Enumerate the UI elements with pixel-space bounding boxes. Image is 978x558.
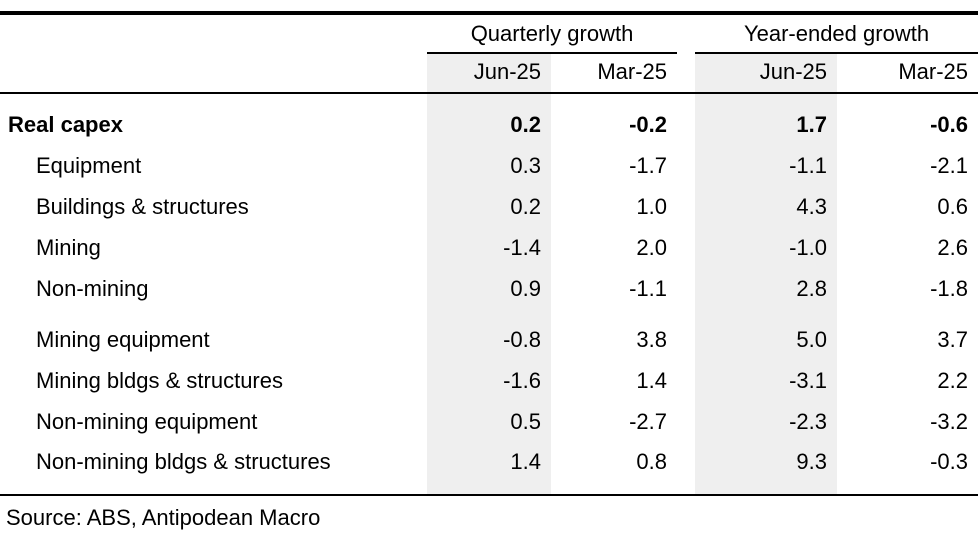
row-label: Non-mining bldgs & structures — [0, 442, 427, 496]
group-header-row: Quarterly growth Year-ended growth — [0, 13, 978, 54]
group-header-quarterly: Quarterly growth — [427, 13, 677, 54]
cell-value: 2.0 — [636, 234, 667, 260]
cell-value: -0.8 — [427, 309, 551, 360]
row-label: Mining equipment — [36, 326, 210, 352]
cell-value: -1.1 — [695, 145, 837, 186]
cell-value: 0.6 — [937, 193, 969, 219]
cell-value: 1.7 — [695, 93, 837, 145]
cell-value: 4.3 — [695, 186, 837, 227]
gap-cell — [677, 360, 695, 401]
source-note: Source: ABS, Antipodean Macro — [6, 505, 321, 530]
cell-value: 0.2 — [427, 93, 551, 145]
gap-cell — [677, 442, 695, 496]
row-label: Non-mining — [36, 275, 149, 301]
table-row-non-mining: Non-mining 0.9 -1.1 2.8 -1.8 — [0, 268, 978, 309]
row-label: Mining — [36, 234, 101, 260]
table-row-real-capex: Real capex 0.2 -0.2 1.7 -0.6 — [0, 93, 978, 145]
cell-value: -1.6 — [427, 360, 551, 401]
cell-value: -1.0 — [695, 227, 837, 268]
cell-value: -2.7 — [629, 408, 667, 434]
table-row-non-mining-bldgs-structures: Non-mining bldgs & structures 1.4 0.8 9.… — [0, 442, 978, 496]
corner-cell — [0, 53, 427, 94]
cell-value: 5.0 — [695, 309, 837, 360]
cell-value: -0.2 — [629, 111, 667, 137]
cell-value: -1.8 — [930, 275, 969, 301]
gap-cell — [677, 145, 695, 186]
cell-value: 3.8 — [636, 326, 667, 352]
table-row-non-mining-equipment: Non-mining equipment 0.5 -2.7 -2.3 -3.2 — [0, 401, 978, 442]
group-header-year-ended: Year-ended growth — [695, 13, 978, 54]
cell-value: -0.6 — [930, 111, 969, 137]
gap-cell — [677, 186, 695, 227]
gap-cell — [677, 401, 695, 442]
cell-value: 9.3 — [695, 442, 837, 496]
cell-value: 0.2 — [427, 186, 551, 227]
row-label: Buildings & structures — [36, 193, 249, 219]
row-label: Equipment — [36, 152, 142, 178]
gap-cell — [677, 309, 695, 360]
corner-cell — [0, 13, 427, 53]
cell-value: 0.9 — [427, 268, 551, 309]
table-row-mining: Mining -1.4 2.0 -1.0 2.6 — [0, 227, 978, 268]
row-label: Non-mining equipment — [36, 408, 258, 434]
row-label: Mining bldgs & structures — [36, 367, 283, 393]
gap-cell — [677, 93, 695, 145]
capex-growth-table-page: Quarterly growth Year-ended growth Jun-2… — [0, 11, 978, 558]
subheader-row: Jun-25 Mar-25 Jun-25 Mar-25 — [0, 53, 978, 94]
cell-value: -2.3 — [695, 401, 837, 442]
cell-value: -3.1 — [695, 360, 837, 401]
column-header-year-ended-mar25: Mar-25 — [837, 53, 978, 94]
gap-cell — [677, 227, 695, 268]
gap-cell — [677, 13, 695, 53]
cell-value: -1.1 — [629, 275, 667, 301]
table-row-equipment: Equipment 0.3 -1.7 -1.1 -2.1 — [0, 145, 978, 186]
capex-table: Quarterly growth Year-ended growth Jun-2… — [0, 11, 978, 496]
cell-value: 1.4 — [427, 442, 551, 496]
cell-value: -2.1 — [930, 152, 969, 178]
gap-cell — [677, 53, 695, 94]
cell-value: 0.3 — [427, 145, 551, 186]
gap-cell — [677, 268, 695, 309]
cell-value: -1.7 — [629, 152, 667, 178]
cell-value: 3.7 — [937, 326, 969, 352]
cell-value: 1.0 — [636, 193, 667, 219]
cell-value: 2.6 — [937, 234, 969, 260]
cell-value: 2.8 — [695, 268, 837, 309]
cell-value: -3.2 — [930, 408, 969, 434]
table-row-mining-equipment: Mining equipment -0.8 3.8 5.0 3.7 — [0, 309, 978, 360]
row-label: Real capex — [8, 111, 123, 137]
cell-value: -0.3 — [837, 442, 978, 496]
table-row-mining-bldgs-structures: Mining bldgs & structures -1.6 1.4 -3.1 … — [0, 360, 978, 401]
cell-value: -1.4 — [427, 227, 551, 268]
table-row-buildings-structures: Buildings & structures 0.2 1.0 4.3 0.6 — [0, 186, 978, 227]
column-header-quarterly-mar25: Mar-25 — [551, 53, 677, 94]
cell-value: 1.4 — [636, 367, 667, 393]
cell-value: 0.5 — [427, 401, 551, 442]
cell-value: 0.8 — [551, 442, 677, 496]
column-header-quarterly-jun25: Jun-25 — [427, 53, 551, 94]
cell-value: 2.2 — [937, 367, 969, 393]
column-header-year-ended-jun25: Jun-25 — [695, 53, 837, 94]
